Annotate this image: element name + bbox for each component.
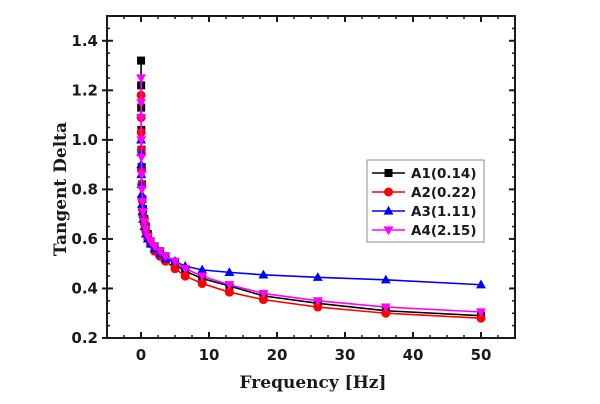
- data-point: [476, 308, 486, 318]
- legend-marker: [383, 226, 394, 236]
- data-point: [313, 302, 323, 312]
- y-tick-label: 1.0: [71, 131, 98, 149]
- data-point: [380, 303, 391, 313]
- x-axis-title: Frequency [Hz]: [240, 373, 387, 393]
- legend-marker: [383, 205, 394, 215]
- y-tick-label: 0.2: [71, 329, 98, 347]
- data-point: [258, 295, 268, 305]
- legend-marker: [384, 169, 393, 177]
- data-point: [258, 289, 269, 299]
- legend-label: A1(0.14): [411, 166, 477, 182]
- x-tick-label: 40: [403, 346, 424, 364]
- y-tick-label: 1.2: [71, 81, 98, 99]
- data-point: [136, 170, 147, 180]
- data-point: [136, 153, 147, 163]
- data-point: [136, 136, 147, 146]
- data-point: [136, 185, 147, 195]
- y-tick-label: 0.8: [71, 180, 98, 198]
- data-point: [224, 267, 235, 276]
- data-point: [136, 99, 147, 108]
- legend-item: A2(0.22): [372, 185, 477, 201]
- data-point: [139, 217, 150, 227]
- data-point: [197, 279, 207, 289]
- x-axis-ticks: 0 10 20 30 40 50: [136, 16, 492, 364]
- data-point: [381, 308, 391, 318]
- y-axis-title: Tangent Delta: [51, 122, 71, 256]
- y-tick-label: 1.4: [71, 32, 98, 50]
- legend-item: A1(0.14): [372, 166, 477, 182]
- x-tick-label: 0: [136, 346, 146, 364]
- x-tick-label: 10: [199, 346, 220, 364]
- data-point: [160, 252, 171, 262]
- data-point: [136, 113, 147, 123]
- legend-marker: [384, 187, 393, 197]
- data-point: [155, 247, 165, 257]
- data-point: [197, 272, 208, 282]
- data-point: [170, 264, 180, 274]
- data-point: [258, 269, 269, 279]
- data-point: [224, 287, 234, 297]
- x-tick-label: 50: [471, 346, 492, 364]
- y-tick-label: 0.4: [71, 279, 98, 297]
- legend-label: A2(0.22): [411, 185, 477, 201]
- x-tick-label: 20: [267, 346, 288, 364]
- data-point: [170, 257, 180, 267]
- data-point: [142, 232, 153, 242]
- legend-label: A4(2.15): [411, 223, 477, 239]
- data-point: [180, 265, 191, 274]
- data-point: [476, 279, 486, 289]
- data-point: [380, 274, 391, 284]
- data-point: [140, 225, 151, 235]
- y-axis-ticks: 0.2 0.4 0.6 0.8 1.0 1.2 1.4: [71, 32, 515, 347]
- data-point: [197, 264, 208, 274]
- y-tick-label: 0.6: [71, 230, 98, 248]
- data-point: [137, 198, 148, 207]
- legend-item: A3(1.11): [372, 204, 477, 220]
- data-point: [312, 297, 323, 307]
- data-point: [136, 74, 147, 84]
- legend: A1(0.14) A2(0.22) A3(1.11) A4(2.15): [366, 159, 485, 243]
- data-point: [312, 272, 323, 281]
- x-tick-label: 30: [335, 346, 356, 364]
- data-point: [180, 271, 190, 281]
- series-layer: [136, 56, 486, 323]
- legend-label: A3(1.11): [411, 204, 477, 220]
- series-4: [136, 74, 486, 318]
- legend-item: A4(2.15): [372, 223, 477, 239]
- data-point: [138, 208, 148, 217]
- data-point: [224, 281, 235, 290]
- data-point: [149, 242, 160, 252]
- data-point: [137, 56, 146, 65]
- data-point: [476, 313, 486, 323]
- data-point: [145, 237, 156, 247]
